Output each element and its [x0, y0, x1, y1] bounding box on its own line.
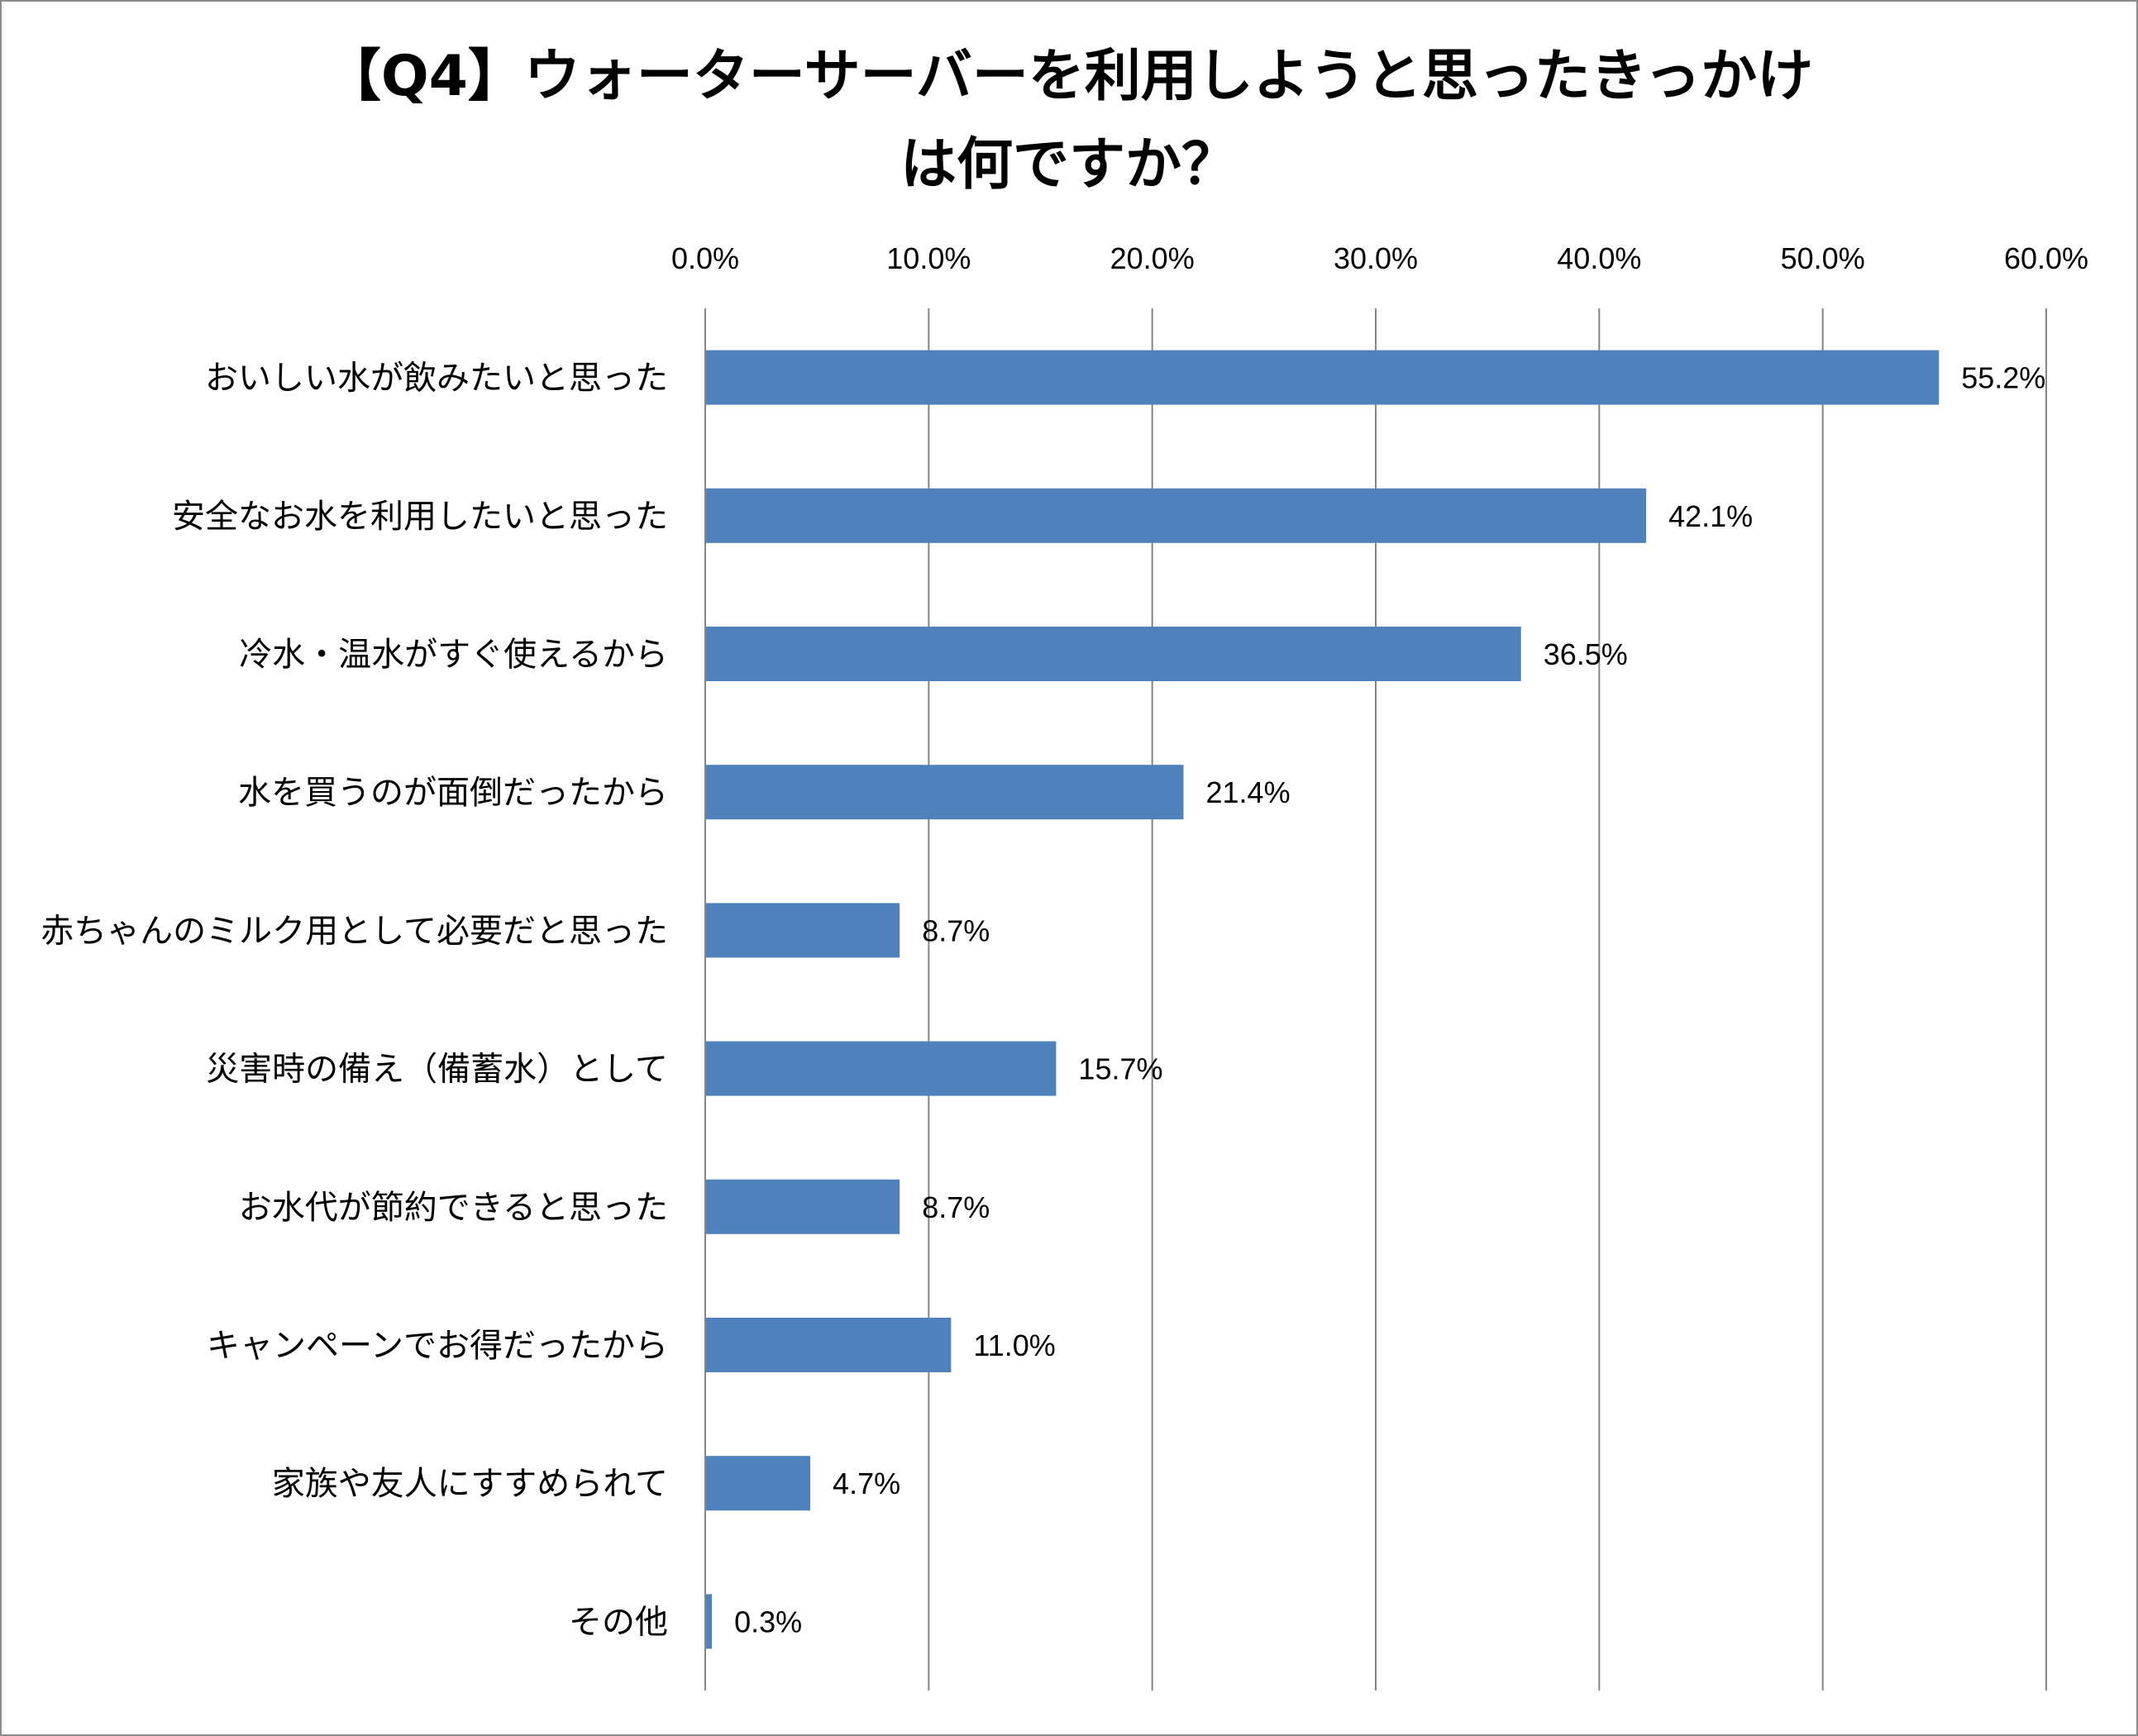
- bar: [706, 1456, 811, 1511]
- category-label: 安全なお水を利用したいと思った: [172, 498, 668, 536]
- bar: [706, 1179, 900, 1234]
- category-label: 災害時の備え（備蓄水）として: [206, 1051, 668, 1089]
- category-label: キャンペーンでお得だったから: [207, 1327, 668, 1365]
- x-tick-label: 60.0%: [2004, 241, 2088, 275]
- category-label: おいしい水が飲みたいと思った: [205, 360, 668, 398]
- x-tick-label: 50.0%: [1781, 241, 1865, 275]
- data-label: 55.2%: [1961, 361, 2045, 395]
- bar: [706, 350, 1940, 405]
- data-label: 8.7%: [922, 1190, 990, 1224]
- chart-title-line-1: 【Q4】ウォーターサーバーを利用しようと思ったきっかけ: [325, 44, 1813, 109]
- data-label: 0.3%: [734, 1605, 802, 1638]
- data-label: 21.4%: [1206, 775, 1291, 809]
- bar: [706, 627, 1521, 681]
- category-label: 赤ちゃんのミルク用として必要だと思った: [41, 912, 668, 950]
- data-label: 11.0%: [973, 1328, 1055, 1362]
- bar: [706, 1041, 1057, 1096]
- category-label: 水を買うのが面倒だったから: [238, 774, 668, 812]
- chart-title-line-2: は何ですか？: [900, 132, 1238, 198]
- x-tick-label: 0.0%: [671, 241, 739, 275]
- category-label: お水代が節約できると思った: [239, 1189, 668, 1227]
- data-label: 15.7%: [1078, 1052, 1162, 1086]
- data-label: 36.5%: [1544, 637, 1628, 671]
- bar: [706, 903, 900, 958]
- bar: [706, 488, 1647, 543]
- data-label: 4.7%: [833, 1467, 900, 1500]
- data-label: 42.1%: [1668, 499, 1753, 533]
- x-tick-label: 10.0%: [886, 241, 971, 275]
- bar: [706, 765, 1184, 820]
- x-tick-label: 20.0%: [1110, 241, 1195, 275]
- x-tick-label: 30.0%: [1334, 241, 1418, 275]
- category-label: 家族や友人にすすめられて: [272, 1465, 668, 1503]
- bar: [706, 1318, 952, 1372]
- category-label: 冷水・温水がすぐ使えるから: [239, 636, 668, 674]
- category-label: その他: [569, 1603, 668, 1641]
- bar: [706, 1594, 713, 1649]
- x-tick-label: 40.0%: [1557, 241, 1641, 275]
- data-label: 8.7%: [922, 913, 990, 947]
